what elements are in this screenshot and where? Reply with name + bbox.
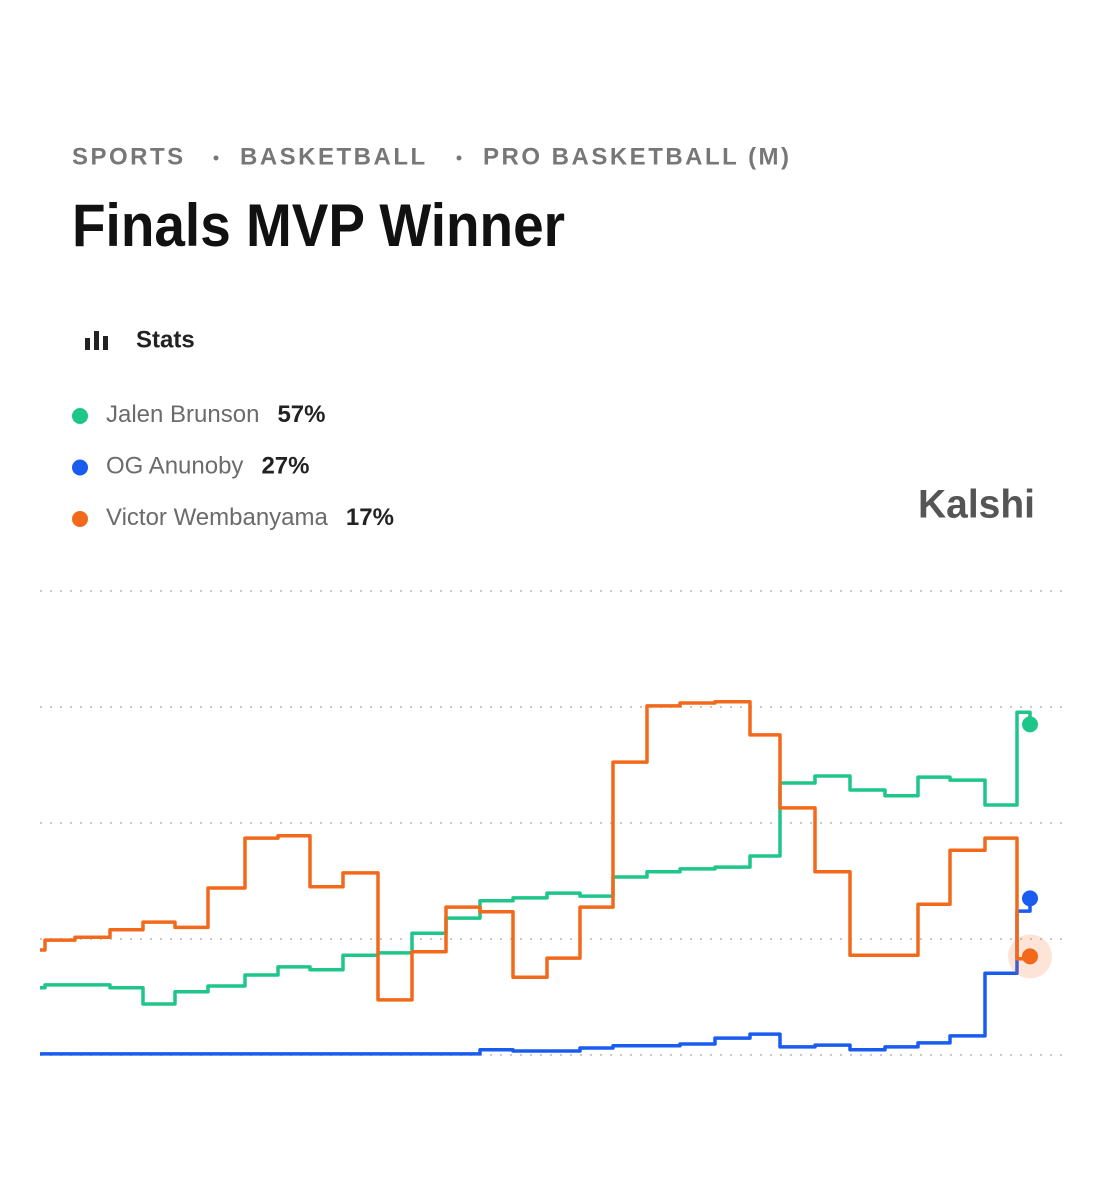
legend-name: Victor Wembanyama: [106, 504, 329, 531]
legend-dot: [72, 408, 88, 424]
legend-value: 17%: [346, 504, 394, 531]
legend-value: 57%: [277, 401, 325, 428]
legend-dot: [72, 459, 88, 476]
separator: [213, 155, 219, 161]
legend-entry: OG Anunoby 27%: [106, 453, 309, 480]
legend-name: OG Anunoby: [106, 453, 243, 480]
end-dot: [1022, 948, 1038, 965]
breadcrumb-item[interactable]: SPORTS: [72, 143, 186, 170]
breadcrumb-item[interactable]: PRO BASKETBALL (M): [483, 143, 792, 170]
legend-entry: Victor Wembanyama 17%: [106, 504, 394, 531]
stats-tab[interactable]: Stats: [136, 326, 195, 353]
breadcrumb-item[interactable]: BASKETBALL: [240, 143, 428, 170]
series-line: [40, 710, 1032, 1006]
end-dot: [1022, 890, 1038, 907]
legend-name: Jalen Brunson: [106, 401, 259, 428]
legend-value: 27%: [261, 453, 309, 480]
stats-icon[interactable]: [85, 331, 108, 350]
series-line: [40, 700, 1032, 1002]
chart-title: Finals MVP Winner: [72, 192, 565, 259]
brand-logo: Kalshi: [918, 483, 1035, 527]
series-line: [40, 898, 1032, 1056]
end-dot: [1022, 716, 1038, 733]
legend-dot: [72, 511, 88, 527]
separator: [456, 155, 462, 161]
legend-entry: Jalen Brunson 57%: [106, 401, 325, 428]
